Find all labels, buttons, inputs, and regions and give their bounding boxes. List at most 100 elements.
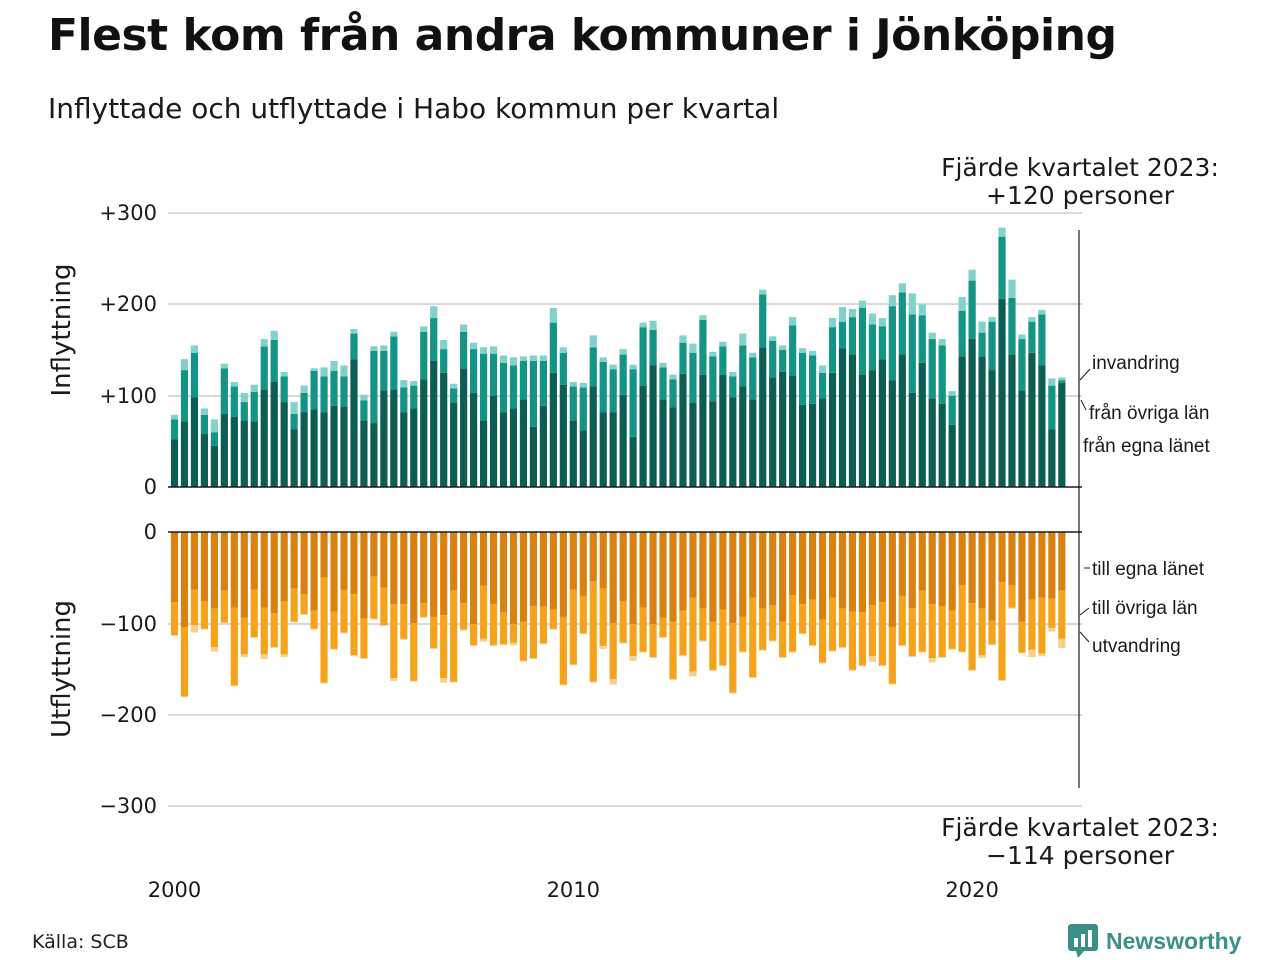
bar-in-2002-q1-s1 [250,392,258,422]
bar-in-2014-q4-s2 [759,289,767,295]
bar-out-2021-q1-s1 [1008,584,1016,608]
bar-in-2009-q4-s2 [559,347,567,353]
bar-in-2002-q3-s2 [270,330,278,340]
bar-out-2012-q1-s0 [649,532,657,625]
bar-in-2004-q3-s2 [350,329,358,334]
bar-out-2001-q2-s1 [220,590,228,623]
bar-in-2017-q3-s1 [868,324,876,371]
bar-in-2007-q1-s2 [450,383,458,389]
bar-in-2003-q4-s1 [320,376,328,413]
bar-out-2020-q4-s1 [998,582,1006,680]
bar-out-2017-q3-s2 [868,656,876,662]
bar-out-2004-q4-s2 [360,658,368,659]
bar-in-2006-q2-s0 [420,379,428,487]
bar-out-2008-q2-s1 [499,612,508,645]
bar-in-2021-q2-s0 [1018,390,1026,487]
bar-in-2012-q2-s2 [659,362,667,368]
bar-in-2015-q1-s2 [769,336,777,341]
bar-in-2017-q2-s2 [858,300,867,308]
bar-out-2000-q1-s0 [170,532,179,603]
bar-out-2011-q1-s1 [609,623,617,680]
bar-out-2010-q1-s2 [569,664,577,666]
bar-in-2007-q4-s1 [479,353,488,421]
bar-out-2021-q4-s2 [1038,653,1046,657]
bar-out-2001-q4-s1 [240,617,248,655]
bar-out-2001-q4-s0 [240,532,248,618]
bar-out-2016-q2-s0 [818,532,827,620]
bar-out-2019-q3-s2 [948,648,956,650]
bar-in-2019-q4-s2 [958,297,966,311]
bar-in-2001-q4-s1 [240,402,248,421]
bar-out-2004-q2-s2 [340,632,348,634]
bar-out-2017-q1-s2 [848,669,857,671]
bar-out-2005-q3-s0 [390,532,398,605]
bar-in-2020-q4-s0 [998,298,1006,487]
bar-in-2018-q3-s2 [908,293,916,315]
bar-out-2018-q1-s2 [888,683,896,685]
bar-in-2002-q2-s2 [260,339,268,347]
bar-in-2000-q2-s1 [180,370,189,422]
bar-in-2019-q3-s1 [948,395,956,425]
bar-in-2011-q4-s0 [639,385,647,487]
annotation-outflow-line: Fjärde kvartalet 2023: [941,813,1219,842]
bar-out-2014-q3-s2 [749,677,757,679]
bar-out-2012-q2-s1 [659,617,667,638]
bar-out-2000-q4-s1 [200,601,209,629]
bar-out-2004-q1-s0 [330,532,338,612]
bar-out-2015-q3-s1 [789,595,797,652]
bar-out-2007-q3-s2 [470,645,478,647]
bar-out-2015-q1-s2 [769,640,777,642]
bar-out-2012-q4-s2 [679,655,687,657]
bar-out-2020-q2-s0 [978,532,986,609]
bar-out-2020-q3-s1 [988,620,996,645]
bar-out-2013-q2-s1 [699,608,707,641]
bar-out-2016-q3-s0 [828,532,837,598]
bar-out-2019-q4-s2 [958,651,966,653]
bar-in-2015-q2-s0 [779,371,787,487]
bar-out-2018-q2-s2 [898,645,906,647]
annotation-inflow-line: Fjärde kvartalet 2023: [941,153,1219,182]
bar-in-2012-q2-s1 [659,367,667,400]
bar-in-2020-q3-s0 [988,370,996,487]
bar-in-2011-q3-s1 [629,369,637,437]
bar-out-2011-q3-s0 [629,532,637,625]
bar-in-2008-q3-s2 [509,357,518,366]
bar-out-2020-q2-s2 [978,655,986,659]
bar-in-2021-q4-s2 [1038,309,1046,315]
bar-out-2010-q4-s0 [599,532,607,589]
bar-out-2013-q2-s2 [699,640,707,642]
bar-out-2015-q1-s0 [769,532,777,606]
bar-out-2011-q1-s0 [609,532,617,624]
bar-in-2019-q1-s1 [928,339,936,399]
bar-in-2004-q2-s0 [340,406,348,487]
bar-in-2013-q4-s1 [719,346,727,375]
bar-in-2018-q2-s1 [898,292,906,355]
bar-out-2002-q3-s0 [270,532,278,614]
bar-in-2006-q3-s1 [430,318,438,361]
bar-in-2018-q1-s0 [888,380,896,487]
bar-in-2012-q1-s0 [649,365,657,487]
bar-in-2014-q2-s1 [739,345,747,387]
bar-out-2003-q2-s2 [300,614,308,616]
bar-out-2000-q3-s0 [190,532,199,590]
bar-in-2007-q3-s2 [470,342,478,350]
bar-out-2018-q4-s2 [918,651,926,653]
bar-out-2002-q2-s0 [260,532,268,608]
bar-out-2015-q2-s0 [779,532,787,622]
bar-in-2018-q2-s2 [898,283,906,293]
bar-out-2001-q1-s2 [210,647,218,652]
bar-out-2017-q4-s2 [878,665,886,667]
bar-out-2003-q4-s2 [320,682,328,684]
bar-in-2011-q4-s1 [639,327,647,386]
bar-out-2010-q3-s2 [589,681,597,683]
bar-out-2016-q2-s1 [818,619,827,663]
bar-in-2016-q2-s0 [818,398,827,487]
bar-out-2002-q4-s2 [280,654,288,658]
x-tick-label: 2000 [148,878,201,902]
y-tick-label: 0 [144,475,157,499]
bar-in-2009-q4-s1 [559,352,567,385]
bar-out-2003-q3-s0 [310,532,318,611]
bar-in-2001-q2-s2 [220,363,228,369]
bar-out-2005-q4-s2 [400,638,408,640]
bar-out-2015-q3-s0 [789,532,797,596]
